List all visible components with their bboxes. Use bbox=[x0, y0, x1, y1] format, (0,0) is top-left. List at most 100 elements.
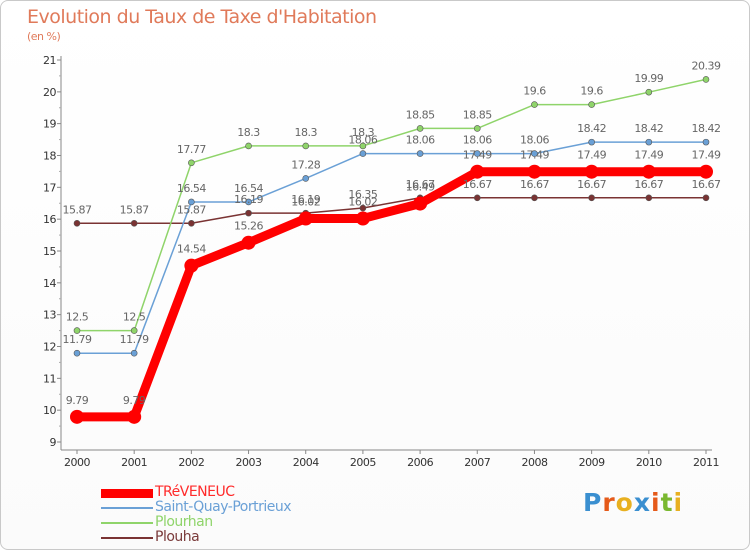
data-point bbox=[702, 76, 710, 83]
data-point bbox=[245, 142, 252, 150]
data-label: 12.5 bbox=[66, 311, 89, 324]
data-point bbox=[184, 258, 199, 273]
proxiti-logo: Proxiti bbox=[583, 488, 683, 517]
y-tick-label: 10 bbox=[43, 404, 56, 417]
legend-label: TRéVENEUC bbox=[155, 484, 235, 500]
data-label: 17.49 bbox=[692, 149, 721, 162]
logo-letter: t bbox=[660, 488, 674, 517]
data-label: 16.02 bbox=[348, 196, 377, 209]
data-label: 18.06 bbox=[520, 134, 549, 147]
y-tick-label: 18 bbox=[43, 150, 56, 163]
data-label: 16.67 bbox=[463, 178, 492, 191]
logo-letter: i bbox=[673, 488, 684, 517]
y-tick-label: 13 bbox=[43, 309, 56, 322]
data-point bbox=[245, 209, 252, 217]
data-point bbox=[531, 150, 538, 157]
data-point bbox=[702, 138, 710, 146]
data-label: 16.67 bbox=[520, 178, 549, 191]
data-label: 16.02 bbox=[291, 196, 320, 209]
data-point bbox=[645, 194, 653, 202]
data-point bbox=[641, 164, 656, 179]
data-point bbox=[359, 142, 367, 150]
data-point bbox=[588, 194, 595, 202]
data-point bbox=[416, 125, 424, 132]
x-tick-label: 2009 bbox=[579, 456, 605, 469]
data-point bbox=[416, 150, 424, 157]
x-tick-label: 2011 bbox=[693, 456, 719, 469]
legend-swatch bbox=[101, 522, 153, 524]
x-tick-label: 2003 bbox=[236, 456, 262, 469]
data-label: 17.49 bbox=[520, 149, 549, 162]
axes: 9 10 11 12 13 14 15 16 17 18 19 20 21 2000 2001 2002 200… bbox=[43, 54, 720, 469]
data-label: 16.67 bbox=[692, 178, 721, 191]
data-label: 11.79 bbox=[63, 333, 92, 346]
point-labels: 15.87 15.87 15.87 16.19 16.19 16.35 16.67 16.67… bbox=[63, 59, 722, 407]
data-label: 14.54 bbox=[177, 243, 206, 256]
data-point bbox=[73, 349, 81, 357]
data-label: 15.87 bbox=[63, 203, 92, 216]
series-line bbox=[77, 78, 707, 332]
x-tick-label: 2007 bbox=[464, 456, 490, 469]
data-point bbox=[245, 198, 252, 206]
y-tick-label: 15 bbox=[43, 245, 56, 258]
data-point bbox=[188, 220, 195, 227]
data-label: 18.3 bbox=[352, 126, 375, 139]
y-tick-label: 16 bbox=[43, 213, 56, 226]
data-label: 18.3 bbox=[237, 126, 260, 139]
series-line bbox=[77, 167, 706, 422]
data-label: 16.54 bbox=[177, 182, 206, 195]
data-point bbox=[413, 196, 428, 211]
y-tick-label: 21 bbox=[43, 54, 56, 67]
data-label: 19.6 bbox=[580, 85, 603, 98]
legend-label: Saint-Quay-Portrieux bbox=[155, 499, 292, 515]
data-label: 20.39 bbox=[692, 59, 721, 72]
data-point bbox=[645, 88, 653, 96]
data-point bbox=[531, 101, 538, 108]
data-point bbox=[359, 150, 367, 157]
data-point bbox=[188, 198, 195, 206]
data-label: 18.42 bbox=[692, 122, 721, 135]
data-point bbox=[359, 204, 367, 212]
data-point bbox=[473, 125, 481, 132]
data-label: 9.79 bbox=[123, 394, 146, 407]
legend-swatch bbox=[101, 488, 153, 498]
data-point bbox=[470, 164, 485, 179]
y-tick-label: 11 bbox=[43, 372, 56, 385]
data-point bbox=[473, 194, 481, 202]
data-label: 18.06 bbox=[463, 134, 492, 147]
data-label: 16.35 bbox=[348, 188, 377, 201]
data-label: 17.49 bbox=[463, 149, 492, 162]
x-tick-label: 2002 bbox=[178, 456, 204, 469]
y-tick-label: 20 bbox=[43, 86, 56, 99]
logo-letter: x bbox=[633, 488, 651, 517]
x-tick-label: 2006 bbox=[407, 456, 433, 469]
data-label: 17.28 bbox=[291, 158, 320, 171]
data-label: 17.49 bbox=[634, 149, 663, 162]
logo-letter: P bbox=[583, 488, 603, 517]
data-label: 15.26 bbox=[234, 220, 263, 233]
series-lines bbox=[70, 76, 713, 424]
data-label: 18.06 bbox=[406, 134, 435, 147]
y-tick-label: 19 bbox=[43, 118, 56, 131]
data-point bbox=[588, 101, 595, 108]
legend-label: Plourhan bbox=[155, 514, 213, 530]
data-point bbox=[527, 164, 542, 179]
logo-letter: i bbox=[651, 488, 661, 517]
data-label: 12.5 bbox=[123, 311, 146, 324]
data-point bbox=[130, 220, 138, 227]
data-label: 9.79 bbox=[66, 394, 89, 407]
x-tick-label: 2008 bbox=[521, 456, 547, 469]
x-tick-label: 2010 bbox=[636, 456, 662, 469]
data-point bbox=[531, 194, 538, 202]
data-label: 19.99 bbox=[634, 72, 663, 85]
data-label: 11.79 bbox=[120, 333, 149, 346]
data-label: 16.19 bbox=[234, 193, 263, 206]
chart-title: Evolution du Taux de Taxe d'Habitation bbox=[27, 6, 377, 28]
data-point bbox=[473, 150, 481, 157]
data-label: 16.19 bbox=[291, 193, 320, 206]
data-point bbox=[702, 194, 710, 202]
data-label: 17.77 bbox=[177, 143, 206, 156]
data-label: 18.85 bbox=[463, 108, 492, 121]
x-tick-label: 2000 bbox=[64, 456, 90, 469]
